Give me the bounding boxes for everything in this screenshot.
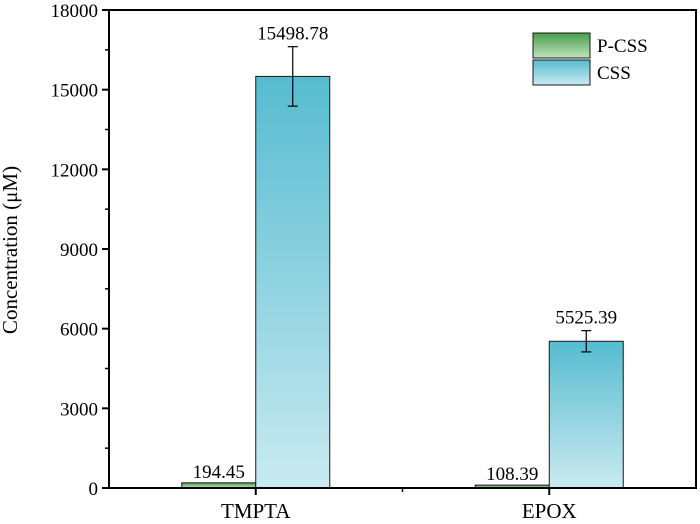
y-tick-label: 12000 (51, 160, 99, 181)
bars: 194.45 15498.78 108.39 5525.39 (181, 24, 624, 489)
plot-frame (108, 9, 697, 489)
legend-label: CSS (597, 63, 631, 84)
bar-css-tmpta (255, 75, 331, 489)
bar-css-epox (548, 340, 624, 489)
y-tick-label: 6000 (60, 320, 98, 341)
legend-swatch-p-css (532, 32, 591, 59)
data-label: 15498.78 (257, 24, 328, 45)
y-axis-title: Concentration (μM) (0, 166, 22, 334)
legend-label: P-CSS (597, 36, 648, 57)
error-bar (287, 46, 298, 107)
y-tick-label: 0 (89, 479, 99, 500)
data-label: 5525.39 (555, 308, 617, 329)
y-tick-label: 18000 (51, 1, 99, 22)
error-bar (581, 330, 592, 353)
data-label: 108.39 (486, 464, 538, 485)
y-tick-label: 15000 (51, 81, 99, 102)
x-axis-ticks: TMPTA EPOX (221, 488, 577, 523)
legend: P-CSS CSS (532, 32, 648, 86)
x-tick-label: TMPTA (221, 499, 291, 523)
x-tick-label: EPOX (522, 499, 577, 523)
y-tick-label: 3000 (60, 399, 98, 420)
y-axis-ticks: 0 3000 6000 9000 12000 15000 18000 (51, 1, 109, 500)
legend-swatch-css (532, 59, 591, 86)
y-tick-label: 9000 (60, 240, 98, 261)
data-label: 194.45 (193, 462, 245, 483)
